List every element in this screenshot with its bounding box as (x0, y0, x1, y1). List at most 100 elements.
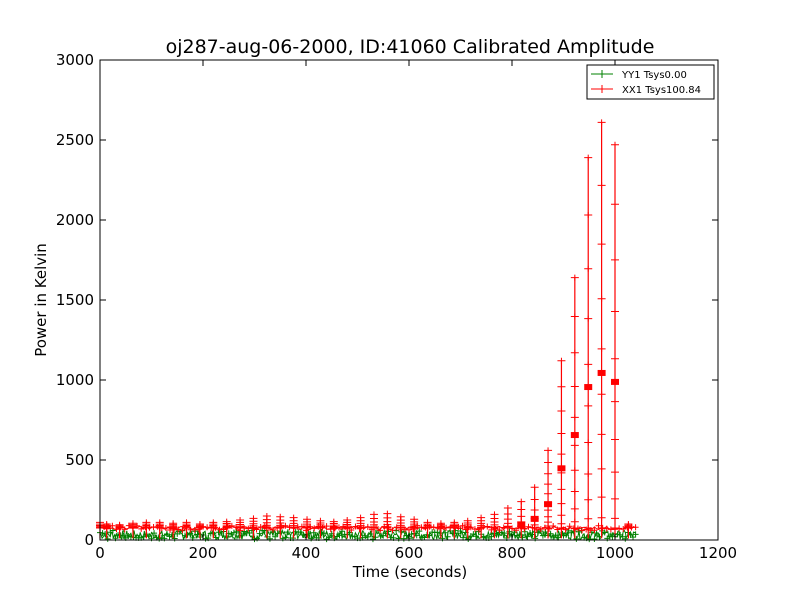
series-xx1-point (597, 431, 606, 438)
series-xx1-point (476, 526, 483, 533)
series-xx1-point (611, 355, 619, 362)
series-yy1-point (251, 536, 258, 543)
series-xx1-point (557, 451, 566, 458)
series-xx1-point (253, 526, 260, 533)
series-xx1-point (373, 523, 380, 530)
series-xx1-point (212, 524, 219, 531)
series-xx1-point (597, 241, 606, 248)
series-xx1-point (436, 520, 445, 527)
series-yy1-point (630, 534, 637, 541)
series-xx1-point (557, 520, 566, 527)
series-xx1-cluster (544, 501, 553, 508)
series-xx1-point (611, 308, 619, 315)
series-xx1-point (129, 525, 136, 532)
series-xx1-point (179, 527, 186, 534)
series-xx1-point (611, 469, 619, 476)
series-yy1-point (339, 528, 346, 535)
series-yy1-point (403, 532, 410, 539)
series-yy1-point (125, 533, 132, 540)
x-tick-label: 0 (95, 544, 105, 562)
series-xx1-point (241, 525, 248, 532)
series-xx1-point (544, 507, 553, 514)
series-xx1-cluster (611, 378, 619, 385)
series-xx1-point (329, 518, 338, 525)
series-xx1-point (236, 517, 245, 523)
series-xx1-point (570, 505, 579, 512)
series-xx1-point (220, 526, 227, 533)
series-xx1-point (237, 527, 244, 534)
series-xx1-point (224, 523, 231, 530)
x-tick-label: 800 (498, 544, 527, 562)
series-yy1-point (300, 532, 307, 539)
series-yy1-point (575, 528, 582, 535)
series-xx1-point (396, 513, 405, 520)
series-yy1-point (272, 533, 279, 540)
series-xx1-point (597, 391, 606, 398)
series-xx1-point (257, 523, 264, 530)
series-yy1-point (310, 529, 317, 536)
series-xx1-point (624, 521, 633, 527)
series-xx1-point (490, 511, 499, 518)
series-xx1-point (319, 524, 326, 531)
series-xx1-point (356, 525, 363, 532)
series-xx1-point (467, 524, 474, 531)
y-axis-label: Power in Kelvin (32, 243, 50, 357)
series-yy1-point (472, 533, 479, 540)
series-xx1-point (138, 525, 145, 532)
series-xx1-point (162, 524, 169, 531)
series-xx1-point (616, 525, 623, 532)
series-xx1-point (503, 511, 512, 518)
y-tick-label: 0 (84, 531, 94, 549)
series-xx1-point (557, 512, 566, 519)
series-xx1-point (597, 295, 606, 302)
series-xx1-point (480, 524, 487, 531)
series-xx1-point (303, 516, 312, 523)
series-xx1-point (343, 517, 352, 523)
series-xx1-point (611, 515, 619, 522)
series-xx1-point (612, 526, 618, 533)
series-xx1-point (360, 524, 367, 531)
series-yy1-point (284, 529, 291, 536)
series-yy1-point (400, 535, 407, 542)
series-xx1-point (611, 495, 619, 502)
series-xx1-point (327, 526, 334, 533)
series-xx1-point (385, 523, 392, 530)
series-xx1-point (546, 525, 553, 532)
series-xx1-point (323, 523, 330, 530)
series-xx1-point (155, 519, 164, 526)
series-xx1-point (597, 465, 606, 472)
series-xx1-point (249, 524, 256, 531)
series-xx1-point (261, 522, 268, 529)
series-xx1-point (488, 526, 495, 533)
series-xx1-point (503, 516, 512, 523)
series-xx1-point (477, 514, 486, 521)
series-xx1-point (611, 398, 619, 405)
series-xx1-point (303, 527, 309, 534)
series-yy1-point (416, 528, 423, 535)
series-xx1-point (529, 524, 536, 531)
series-xx1-point (579, 527, 586, 534)
series-yy1-point (349, 533, 356, 540)
series-xx1-point (544, 490, 553, 497)
series-yy1-point (367, 530, 374, 537)
series-yy1-point (333, 533, 340, 540)
series-xx1-point (584, 361, 593, 368)
series-xx1-point (455, 523, 462, 530)
series-xx1-cluster (584, 384, 593, 391)
series-xx1-point (117, 524, 124, 531)
y-tick-label: 2000 (56, 211, 94, 229)
series-yy1-point (362, 532, 369, 539)
series-xx1-point (262, 513, 271, 519)
series-xx1-point (533, 526, 540, 533)
series-xx1-point (584, 265, 593, 272)
series-xx1-point (105, 523, 112, 530)
series-yy1-point (457, 528, 464, 535)
series-xx1-point (463, 526, 470, 533)
series-xx1-point (331, 525, 338, 532)
legend-yy1-label: YY1 Tsys0.00 (621, 70, 687, 81)
series-xx1-point (544, 481, 553, 488)
series-xx1-point (530, 521, 539, 528)
series-xx1-point (154, 523, 161, 530)
series-xx1-point (557, 357, 566, 364)
